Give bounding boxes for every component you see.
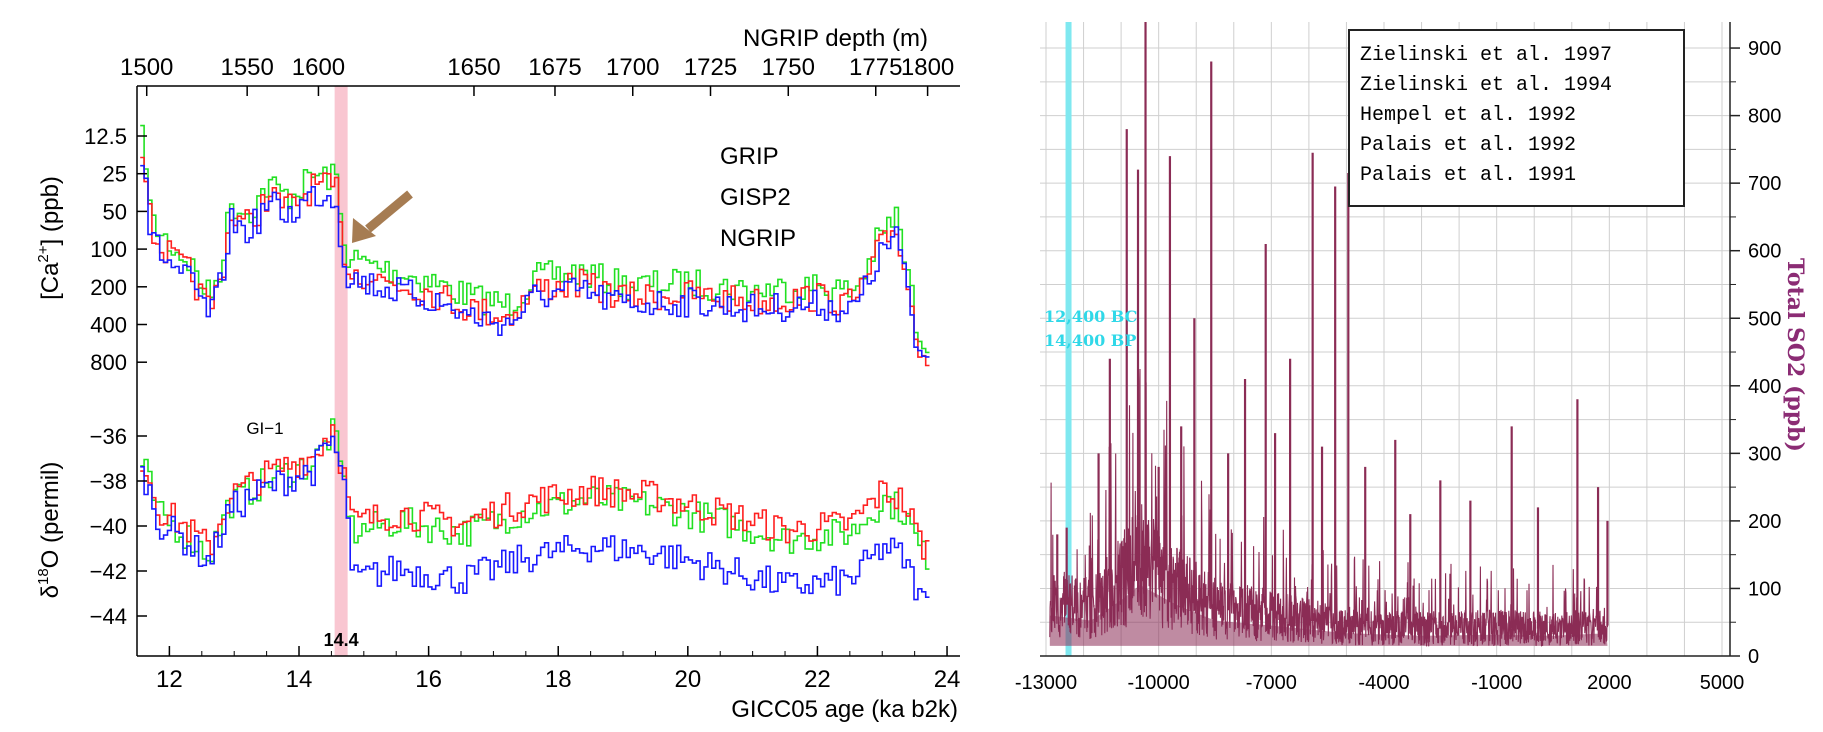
calcium-axis-label: [Ca2+] (ppb) — [35, 176, 64, 300]
bottom-tick-label-12: 12 — [156, 666, 183, 693]
source-5: Palais et al. 1991 — [1360, 164, 1576, 187]
so2-y-tick-label-200: 200 — [1748, 511, 1781, 533]
so2-x-tick-label-2: -7000 — [1246, 672, 1297, 694]
bottom-tick-label-22: 22 — [804, 666, 831, 693]
calcium-panel: 12.5 25 50 100 200 400 800 [Ca2+] (ppb) — [35, 124, 930, 375]
so2-y-tick-label-900: 900 — [1748, 38, 1781, 60]
legend: GRIP GISP2 NGRIP — [720, 143, 796, 252]
so2-x-tick-label-3: -4000 — [1358, 672, 1409, 694]
bottom-tick-label-14: 14 — [286, 666, 313, 693]
top-tick-label-1775: 1775 — [849, 54, 902, 81]
bottom-tick-label-16: 16 — [415, 666, 442, 693]
top-tick-label-1750: 1750 — [762, 54, 815, 81]
top-tick-label-1500: 1500 — [120, 54, 173, 81]
oxygen-series-ngrip — [140, 435, 930, 601]
bottom-tick-label-18: 18 — [545, 666, 572, 693]
oxygen-tick-label: −36 — [90, 424, 127, 449]
source-2: Zielinski et al. 1994 — [1360, 74, 1612, 97]
top-tick-label-1550: 1550 — [220, 54, 273, 81]
highlight-band — [334, 86, 348, 656]
so2-y-tick-label-0: 0 — [1748, 646, 1759, 668]
top-tick-label-1675: 1675 — [528, 54, 581, 81]
calcium-tick-label: 12.5 — [84, 124, 127, 149]
so2-chart: -13000 -10000 -7000 -4000 -1000 2000 5000 0 100… — [1015, 22, 1808, 694]
so2-y-tick-label-700: 700 — [1748, 173, 1781, 195]
oxygen-series-grip — [140, 424, 930, 560]
calcium-series-ngrip — [140, 164, 930, 358]
legend-grip: GRIP — [720, 143, 779, 170]
calcium-series-grip — [140, 156, 930, 367]
so2-y-tick-label-500: 500 — [1748, 308, 1781, 330]
calcium-tick-label: 200 — [90, 275, 127, 300]
so2-series — [1049, 368, 1609, 647]
so2-y-tick-label-100: 100 — [1748, 578, 1781, 600]
oxygen-axis-label: δ18O (permil) — [35, 462, 64, 599]
so2-x-tick-label-0: -13000 — [1015, 672, 1077, 694]
so2-x-tick-label-4: -1000 — [1471, 672, 1522, 694]
oxygen-tick-label: −42 — [90, 559, 127, 584]
calcium-series-gisp2 — [140, 124, 930, 354]
so2-y-tick-label-300: 300 — [1748, 443, 1781, 465]
ice-core-chart: 12.5 25 50 100 200 400 800 [Ca2+] (ppb) −36 −38… — [35, 25, 960, 723]
top-tick-label-1650: 1650 — [447, 54, 500, 81]
calcium-tick-label: 100 — [90, 237, 127, 262]
so2-x-tick-label-5: 2000 — [1587, 672, 1632, 694]
top-axis-label: NGRIP depth (m) — [743, 25, 928, 52]
top-tick-label-1725: 1725 — [684, 54, 737, 81]
so2-axis-label: Total SO2 (ppb) — [1782, 258, 1808, 452]
bottom-tick-label-20: 20 — [674, 666, 701, 693]
transition-arrow — [352, 190, 413, 243]
so2-y-tick-label-400: 400 — [1748, 376, 1781, 398]
highlight-age-label: 14.4 — [324, 630, 359, 650]
marker-line — [1065, 22, 1072, 656]
legend-gisp2: GISP2 — [720, 184, 791, 211]
oxygen-tick-label: −44 — [90, 604, 127, 629]
legend-ngrip: NGRIP — [720, 225, 796, 252]
so2-y-tick-label-600: 600 — [1748, 241, 1781, 263]
source-3: Hempel et al. 1992 — [1360, 104, 1576, 127]
bottom-axis-label: GICC05 age (ka b2k) — [731, 696, 958, 723]
source-legend-box: Zielinski et al. 1997 Zielinski et al. 1… — [1348, 29, 1685, 207]
oxygen-panel: −36 −38 −40 −42 −44 δ18O (permil) GI−1 — [35, 418, 930, 629]
source-1: Zielinski et al. 1997 — [1360, 44, 1612, 67]
oxygen-tick-label: −38 — [90, 469, 127, 494]
so2-x-tick-label-1: -10000 — [1128, 672, 1190, 694]
bottom-tick-label-24: 24 — [934, 666, 961, 693]
calcium-tick-label: 25 — [103, 162, 127, 187]
calcium-tick-label: 800 — [90, 350, 127, 375]
marker-label-bc: 12,400 BC — [1044, 307, 1137, 326]
calcium-tick-label: 50 — [103, 199, 127, 224]
marker-label-bp: 14,400 BP — [1044, 331, 1136, 350]
top-tick-label-1800: 1800 — [901, 54, 954, 81]
top-tick-label-1700: 1700 — [606, 54, 659, 81]
gi1-annotation: GI−1 — [246, 419, 283, 438]
calcium-tick-label: 400 — [90, 313, 127, 338]
so2-baseline-band — [1049, 585, 1608, 656]
oxygen-series-gisp2 — [140, 418, 930, 570]
top-tick-label-1600: 1600 — [292, 54, 345, 81]
source-4: Palais et al. 1992 — [1360, 134, 1576, 157]
so2-y-tick-label-800: 800 — [1748, 106, 1781, 128]
so2-x-tick-label-6: 5000 — [1700, 672, 1745, 694]
oxygen-tick-label: −40 — [90, 514, 127, 539]
